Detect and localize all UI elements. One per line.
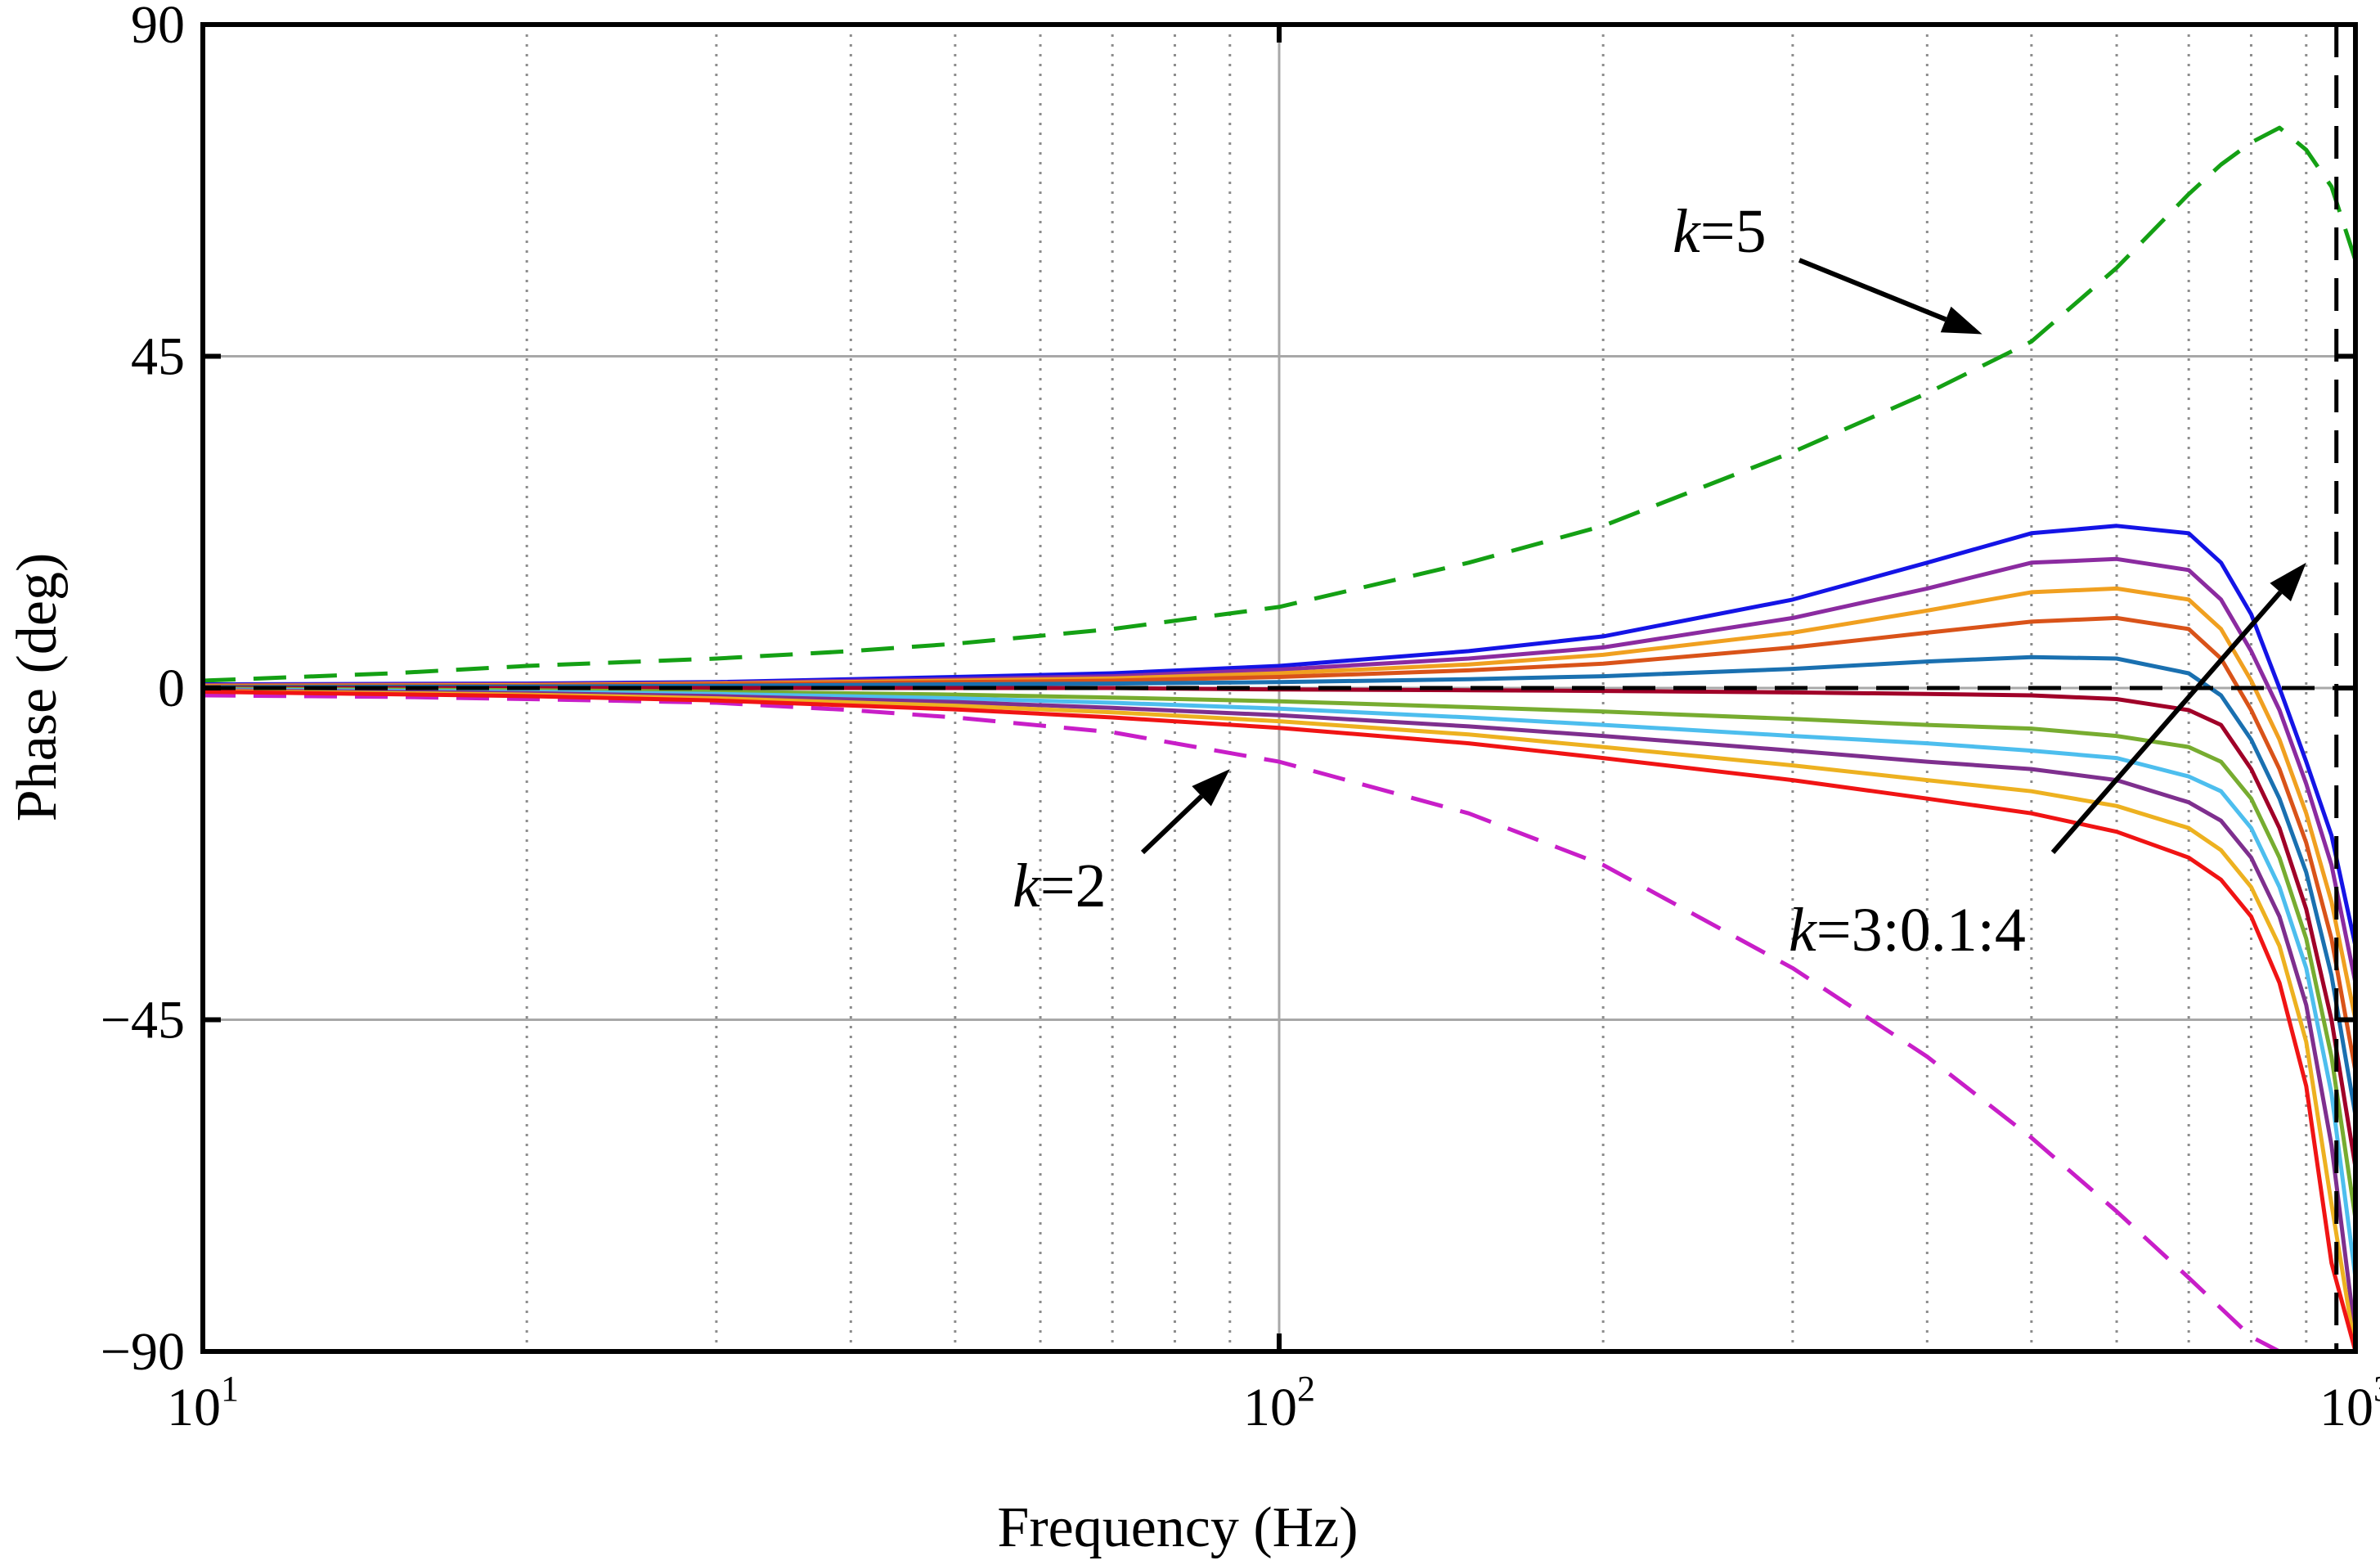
annotation-label: k=5 <box>1673 197 1767 266</box>
series-line-k-2 <box>203 693 2281 1351</box>
annotation-arrow-shaft <box>1798 258 1947 322</box>
annotation-layer: k=5 k=2 k=3:0.1:4 <box>1013 197 2306 965</box>
annotation-label: k=2 <box>1013 852 1107 920</box>
annotation-label: k=3:0.1:4 <box>1789 896 2026 965</box>
y-axis-label: Phase (deg) <box>6 553 69 822</box>
y-tick-label: −45 <box>101 991 185 1050</box>
series-line-k-5 <box>203 125 2355 683</box>
y-tick-label: 0 <box>158 659 185 718</box>
annotation-arrow-head <box>1192 769 1230 807</box>
x-tick-label: 102 <box>1243 1369 1315 1437</box>
series-line-k-3-4 <box>203 686 2355 1239</box>
series-line-k-3-1 <box>203 689 2355 1351</box>
annotation-arrow-head <box>2270 562 2306 602</box>
annotation-arrow-shaft <box>2050 590 2283 854</box>
x-tick-label: 101 <box>167 1369 239 1437</box>
series-line-k-3-0 <box>203 690 2355 1351</box>
y-tick-label: −90 <box>101 1322 185 1382</box>
series-line-k-3-6 <box>203 654 2355 1151</box>
annotation-arrow-shaft <box>1140 794 1204 855</box>
x-tick-label: 103 <box>2319 1369 2380 1437</box>
x-axis-label: Frequency (Hz) <box>997 1496 1358 1559</box>
y-tick-label: 90 <box>131 0 185 55</box>
annotation-arrow-head <box>1940 306 1983 335</box>
y-tick-label: 45 <box>131 327 185 387</box>
series-line-k-3-3 <box>203 687 2355 1289</box>
series-line-k-4-0 <box>203 524 2355 974</box>
series-layer <box>203 25 2355 1351</box>
series-line-k-3-2 <box>203 688 2355 1340</box>
series-line-k-3-7 <box>203 615 2355 1111</box>
